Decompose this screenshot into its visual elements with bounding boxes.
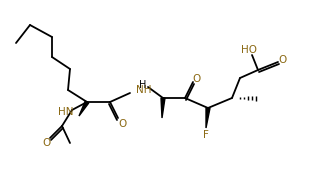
Text: O: O [42,138,50,148]
Text: HO: HO [241,45,257,55]
Text: O: O [193,74,201,84]
Text: HN: HN [58,107,74,117]
Text: F: F [203,130,209,140]
Text: NH: NH [136,85,151,95]
Text: O: O [279,55,287,65]
Polygon shape [79,101,89,116]
Text: O: O [119,119,127,129]
Polygon shape [161,98,165,118]
Text: H: H [139,80,147,90]
Polygon shape [206,108,210,128]
